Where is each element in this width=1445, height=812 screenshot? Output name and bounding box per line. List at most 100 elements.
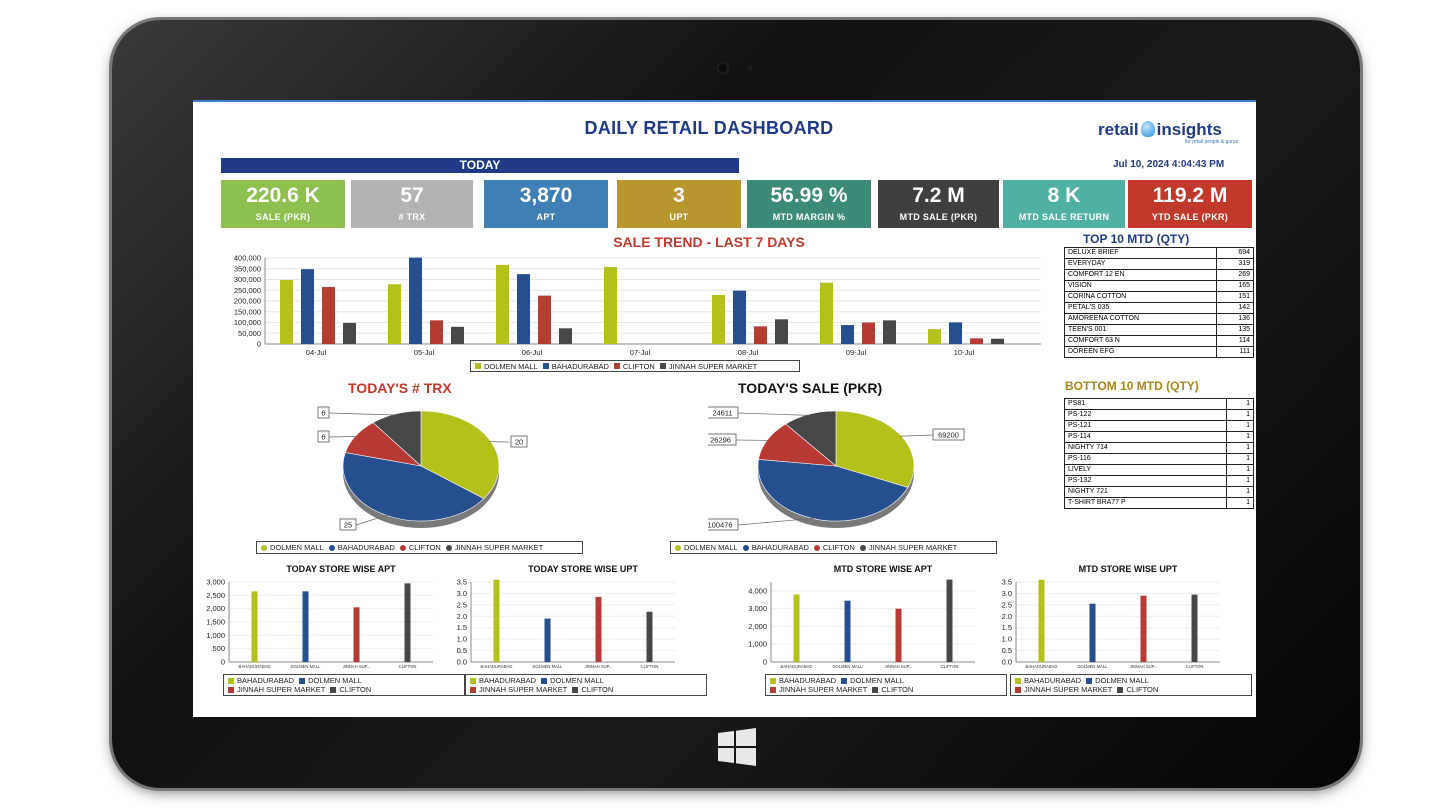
bottom10-title: BOTTOM 10 MTD (QTY) <box>1065 379 1199 393</box>
mini-bar-chart: 3.5 3.0 2.5 2.0 1.5 1.0 0.5 0.0 BAHADURABAD DOLME… <box>457 578 675 669</box>
trend-bar <box>517 274 530 344</box>
trend-title: SALE TREND - LAST 7 DAYS <box>613 234 805 250</box>
x-tick-label: BAHADURABAD <box>781 664 813 669</box>
legend-swatch <box>1015 686 1021 693</box>
legend-label: BAHADURABAD <box>779 676 837 685</box>
trend-bar <box>841 325 854 344</box>
item-name: PS-132 <box>1064 475 1227 487</box>
y-tick-label: 1,000 <box>206 631 225 640</box>
item-name: COMFORT 12 EN <box>1063 269 1218 281</box>
legend-label: JINNAH SUPER MARKET <box>868 543 958 552</box>
legend-swatch <box>445 544 452 551</box>
pie-leader-line <box>899 434 934 437</box>
y-tick-label: 3.0 <box>1002 589 1012 598</box>
table-row: PETAL'S 035 142 <box>1063 302 1254 314</box>
mini-bar-chart: 3.5 3.0 2.5 2.0 1.5 1.0 0.5 0.0 BAHADURABAD DOLME… <box>1002 578 1220 669</box>
legend-swatch <box>613 363 620 369</box>
bottom10-table: PS81 1 PS-122 1 PS-121 1 PS-114 1 NIGHTY 714 1 PS-… <box>1064 398 1255 509</box>
windows-logo-icon[interactable] <box>718 728 756 766</box>
item-name: DOREEN EFG <box>1063 346 1218 358</box>
legend-item: BAHADURABAD <box>742 543 809 552</box>
mini-chart-legend: BAHADURABAD DOLMEN MALL JINNAH SUPER MARKE… <box>1010 674 1252 696</box>
table-row: NIGHTY 714 1 <box>1064 442 1255 454</box>
logo-text-right: insights <box>1156 120 1222 139</box>
item-qty: 1 <box>1225 453 1255 465</box>
legend-swatch <box>470 677 476 684</box>
item-qty: 135 <box>1216 324 1254 336</box>
trx-pie-chart: 20 25 6 6 <box>317 406 528 531</box>
legend-swatch <box>475 363 481 369</box>
item-qty: 114 <box>1216 335 1254 347</box>
kpi-card: 57 # TRX <box>351 180 473 228</box>
x-tick-label: 05-Jul <box>414 348 435 357</box>
pie-slice <box>785 410 837 467</box>
pie-sale-title: TODAY'S SALE (PKR) <box>738 380 883 396</box>
x-tick-label: DOLMEN MALL <box>290 664 321 669</box>
y-tick-label: 0.5 <box>457 646 467 655</box>
pie-slice <box>342 452 485 522</box>
legend-item: DOLMEN MALL <box>475 362 538 371</box>
kpi-card: 220.6 K SALE (PKR) <box>221 180 345 228</box>
kpi-value: 220.6 K <box>246 184 320 207</box>
legend-label: BAHADURABAD <box>751 543 809 552</box>
y-tick-label: 3,000 <box>748 604 767 613</box>
x-tick-label: CLIFTON <box>641 664 659 669</box>
x-tick-label: JINNAH SUP... <box>1130 664 1158 669</box>
y-tick-label: 0.0 <box>1002 658 1012 667</box>
item-qty: 142 <box>1216 302 1254 314</box>
trend-bar <box>343 322 356 344</box>
legend-item: BAHADURABAD <box>542 362 609 371</box>
mini-bar <box>1140 595 1147 662</box>
mini-bar <box>302 591 309 662</box>
dashboard-screen: DAILY RETAIL DASHBOARD retail insights fo… <box>193 100 1256 717</box>
legend-item: CLIFTON <box>613 362 655 371</box>
y-tick-label: 1,000 <box>748 640 767 649</box>
trend-bar <box>559 328 572 344</box>
mini-chart-legend: BAHADURABAD DOLMEN MALL JINNAH SUPER MARKE… <box>765 674 1007 696</box>
legend-label: DOLMEN MALL <box>308 676 362 685</box>
legend-label: BAHADURABAD <box>1024 676 1082 685</box>
table-row: DOREEN EFG 111 <box>1063 346 1254 358</box>
trend-bar <box>754 326 767 344</box>
legend-item: JINNAH SUPER MARKET <box>445 543 544 552</box>
item-name: AMOREENA COTTON <box>1063 313 1218 325</box>
trend-bar <box>604 267 617 344</box>
y-tick-label: 150,000 <box>234 307 261 316</box>
item-qty: 1 <box>1225 475 1255 487</box>
legend-swatch <box>330 686 337 693</box>
item-name: NIGHTY 714 <box>1064 442 1227 454</box>
pie-leader-line <box>355 514 389 526</box>
mini-bar <box>946 579 953 662</box>
logo-text-left: retail <box>1098 120 1139 139</box>
pie-leader-line <box>737 517 817 526</box>
item-name: CORINA COTTON <box>1063 291 1218 303</box>
legend-label: JINNAH SUPER MARKET <box>454 543 544 552</box>
legend-swatch <box>261 544 267 551</box>
trend-bar <box>862 322 875 344</box>
sensor-icon <box>747 65 753 71</box>
item-name: PS-122 <box>1064 409 1227 421</box>
x-tick-label: CLIFTON <box>941 664 959 669</box>
x-tick-label: 07-Jul <box>630 348 651 357</box>
y-tick-label: 2,000 <box>748 622 767 631</box>
x-tick-label: 09-Jul <box>846 348 867 357</box>
table-row: PS-122 1 <box>1064 409 1255 421</box>
y-tick-label: 300,000 <box>234 275 261 284</box>
legend-swatch <box>742 544 749 551</box>
legend-item: CLIFTON <box>813 543 855 552</box>
mini-chart-title: MTD STORE WISE APT <box>833 564 933 574</box>
trend-bar <box>451 326 464 344</box>
mini-bar <box>493 579 500 662</box>
item-name: VISION <box>1063 280 1218 292</box>
pie-leader-line <box>737 412 810 416</box>
legend-swatch <box>399 544 406 551</box>
legend-item: CLIFTON <box>572 685 613 694</box>
pie-value-label: 100476 <box>708 521 733 530</box>
top10-title: TOP 10 MTD (QTY) <box>1083 232 1190 246</box>
item-name: DELUXE BRIEF <box>1063 247 1218 259</box>
trend-bar <box>733 290 746 344</box>
mini-bar <box>844 600 851 662</box>
legend-label: JINNAH SUPER MARKET <box>479 685 568 694</box>
kpi-label: SALE (PKR) <box>255 212 311 222</box>
